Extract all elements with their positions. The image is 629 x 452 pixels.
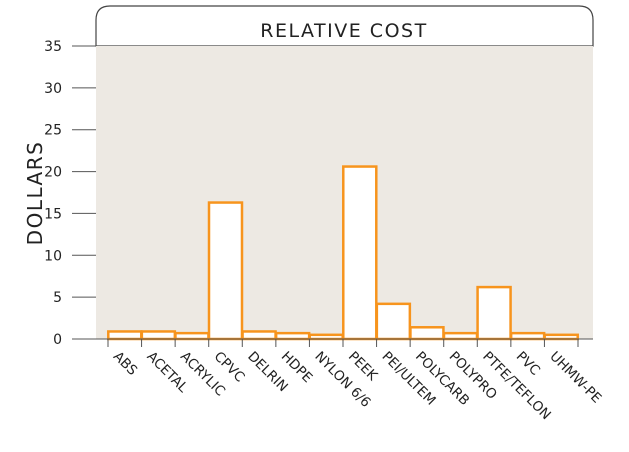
bar — [476, 285, 512, 341]
bar — [174, 331, 210, 341]
bar — [308, 333, 344, 341]
x-tick-label: ABS — [110, 349, 140, 379]
y-axis-label: DOLLARS — [23, 141, 47, 246]
y-tick-label: 30 — [44, 81, 62, 97]
y-tick-label: 25 — [44, 123, 62, 139]
y-tick-label: 5 — [53, 290, 62, 306]
bar — [509, 331, 546, 341]
y-tick-label: 10 — [44, 248, 62, 264]
bar — [207, 201, 244, 341]
bar — [375, 302, 412, 341]
y-tick-label: 35 — [44, 39, 62, 55]
y-tick-label: 0 — [53, 332, 62, 348]
title-tab — [95, 5, 594, 47]
bar — [241, 330, 277, 341]
bar — [409, 326, 445, 341]
bar — [543, 333, 579, 341]
y-tick-label: 15 — [44, 206, 62, 222]
y-tick-label: 20 — [44, 165, 62, 181]
chart-title: RELATIVE COST — [260, 20, 427, 42]
bar — [442, 331, 479, 341]
bar — [140, 330, 177, 341]
x-axis-ticks — [107, 339, 579, 347]
y-axis-ticks: 0 5 10 15 20 25 30 35 — [44, 39, 96, 348]
bar — [274, 331, 311, 341]
bar — [107, 330, 143, 341]
bar — [342, 165, 378, 341]
x-tick-label: UHMW-PE — [546, 349, 604, 407]
